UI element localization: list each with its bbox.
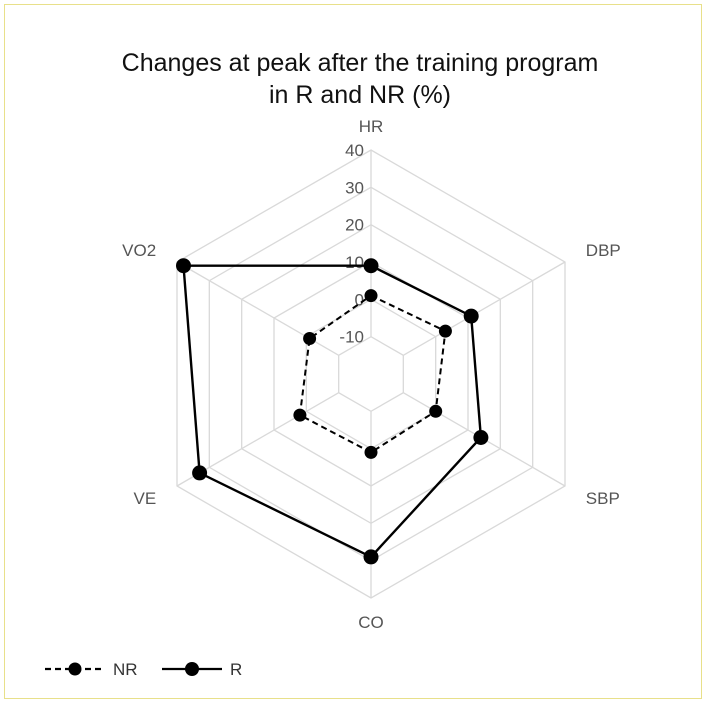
tick-label: 30 xyxy=(345,178,364,197)
axis-label-ve: VE xyxy=(134,489,157,508)
series-r xyxy=(176,258,489,565)
axis-label-vo2: VO2 xyxy=(122,241,156,260)
legend-marker-r xyxy=(185,662,199,676)
point-nr-hr xyxy=(364,289,378,303)
legend-item-nr: NR xyxy=(45,660,138,679)
legend-item-r: R xyxy=(162,660,242,679)
tick-label: 40 xyxy=(345,141,364,160)
radial-tick-labels: -10 0 10 20 30 40 xyxy=(339,141,364,347)
legend: NR R xyxy=(45,660,242,679)
series-line-nr xyxy=(298,294,447,454)
radar-spoke xyxy=(402,261,566,356)
chart-frame xyxy=(4,4,702,699)
tick-label: 10 xyxy=(345,253,364,272)
series-layer xyxy=(176,258,489,565)
tick-label: 20 xyxy=(345,216,364,235)
point-nr-dbp xyxy=(438,324,452,338)
chart-title-line-2: in R and NR (%) xyxy=(269,81,451,109)
grid-ring xyxy=(338,335,404,413)
axis-label-dbp: DBP xyxy=(586,241,621,260)
tick-label: 0 xyxy=(355,290,364,309)
point-nr-sbp xyxy=(429,404,443,418)
point-r-sbp xyxy=(473,430,489,445)
axis-label-sbp: SBP xyxy=(586,489,620,508)
legend-label-r: R xyxy=(230,660,242,679)
point-r-ve xyxy=(192,465,208,481)
legend-marker-nr xyxy=(68,662,82,676)
series-nr xyxy=(293,289,452,459)
point-nr-ve xyxy=(293,408,307,422)
axis-label-co: CO xyxy=(358,613,384,632)
point-r-vo2 xyxy=(176,258,191,274)
point-r-co xyxy=(363,549,379,565)
tick-label: -10 xyxy=(339,328,364,347)
point-nr-co xyxy=(364,445,378,459)
point-r-hr xyxy=(363,258,379,274)
radar-spokes xyxy=(176,150,566,598)
axis-label-hr: HR xyxy=(359,117,384,136)
point-r-dbp xyxy=(463,308,479,324)
chart-title-line-1: Changes at peak after the training progr… xyxy=(122,49,599,77)
point-nr-vo2 xyxy=(303,332,317,345)
legend-label-nr: NR xyxy=(113,660,138,679)
axis-labels: HR DBP SBP CO VE VO2 xyxy=(122,117,621,632)
